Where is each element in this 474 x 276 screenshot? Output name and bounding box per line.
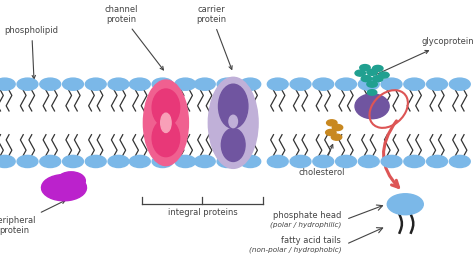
Circle shape — [355, 70, 365, 76]
Circle shape — [327, 120, 337, 126]
Circle shape — [85, 78, 106, 90]
Ellipse shape — [209, 77, 258, 168]
Circle shape — [381, 155, 402, 168]
Circle shape — [240, 155, 261, 168]
Ellipse shape — [143, 80, 188, 166]
Circle shape — [0, 78, 15, 90]
Circle shape — [0, 155, 15, 168]
Circle shape — [326, 129, 336, 136]
Circle shape — [361, 76, 372, 82]
Circle shape — [267, 78, 288, 90]
Circle shape — [40, 155, 61, 168]
Circle shape — [152, 155, 173, 168]
Circle shape — [427, 155, 447, 168]
Circle shape — [336, 78, 356, 90]
Ellipse shape — [355, 94, 389, 119]
Circle shape — [267, 155, 288, 168]
Circle shape — [313, 78, 334, 90]
Text: channel
protein: channel protein — [104, 5, 164, 70]
Ellipse shape — [219, 84, 248, 128]
Ellipse shape — [44, 177, 70, 193]
Circle shape — [379, 72, 389, 78]
Text: cholesterol: cholesterol — [298, 145, 345, 177]
Circle shape — [194, 155, 215, 168]
Circle shape — [63, 155, 83, 168]
Circle shape — [17, 78, 38, 90]
Text: integral proteins: integral proteins — [167, 208, 237, 217]
Text: fatty acid tails: fatty acid tails — [282, 236, 341, 245]
Ellipse shape — [229, 115, 237, 128]
Circle shape — [313, 155, 334, 168]
Circle shape — [240, 78, 261, 90]
Circle shape — [152, 78, 173, 90]
Text: peripheral
protein: peripheral protein — [0, 200, 65, 235]
Circle shape — [290, 155, 311, 168]
Circle shape — [360, 65, 370, 71]
Text: phospholipid: phospholipid — [5, 26, 59, 79]
Text: (non-polar / hydrophobic): (non-polar / hydrophobic) — [249, 246, 341, 253]
Text: carrier
protein: carrier protein — [196, 5, 232, 69]
Circle shape — [217, 78, 238, 90]
Ellipse shape — [221, 128, 245, 161]
Circle shape — [194, 78, 215, 90]
Circle shape — [367, 81, 377, 87]
Circle shape — [175, 155, 196, 168]
Ellipse shape — [152, 119, 180, 157]
Text: phosphate head: phosphate head — [273, 211, 341, 220]
Circle shape — [387, 194, 423, 215]
Circle shape — [129, 78, 150, 90]
Ellipse shape — [57, 172, 85, 190]
Circle shape — [85, 155, 106, 168]
Circle shape — [129, 155, 150, 168]
Circle shape — [175, 78, 196, 90]
Circle shape — [404, 78, 425, 90]
Circle shape — [381, 78, 402, 90]
Circle shape — [449, 155, 470, 168]
Circle shape — [404, 155, 425, 168]
Circle shape — [336, 155, 356, 168]
Circle shape — [367, 69, 377, 75]
Circle shape — [40, 78, 61, 90]
Circle shape — [290, 78, 311, 90]
Circle shape — [108, 155, 129, 168]
Circle shape — [331, 134, 342, 140]
Circle shape — [108, 78, 129, 90]
Circle shape — [217, 155, 238, 168]
Circle shape — [449, 78, 470, 90]
Circle shape — [332, 124, 343, 131]
Ellipse shape — [152, 89, 180, 126]
Text: (polar / hydrophilic): (polar / hydrophilic) — [270, 221, 341, 228]
Circle shape — [63, 78, 83, 90]
Ellipse shape — [161, 113, 171, 132]
Text: glycoprotein: glycoprotein — [375, 37, 474, 75]
Circle shape — [367, 90, 377, 95]
Circle shape — [373, 65, 383, 71]
Circle shape — [358, 78, 379, 90]
Circle shape — [373, 76, 383, 82]
Ellipse shape — [42, 175, 86, 201]
Circle shape — [358, 155, 379, 168]
Circle shape — [427, 78, 447, 90]
Circle shape — [17, 155, 38, 168]
